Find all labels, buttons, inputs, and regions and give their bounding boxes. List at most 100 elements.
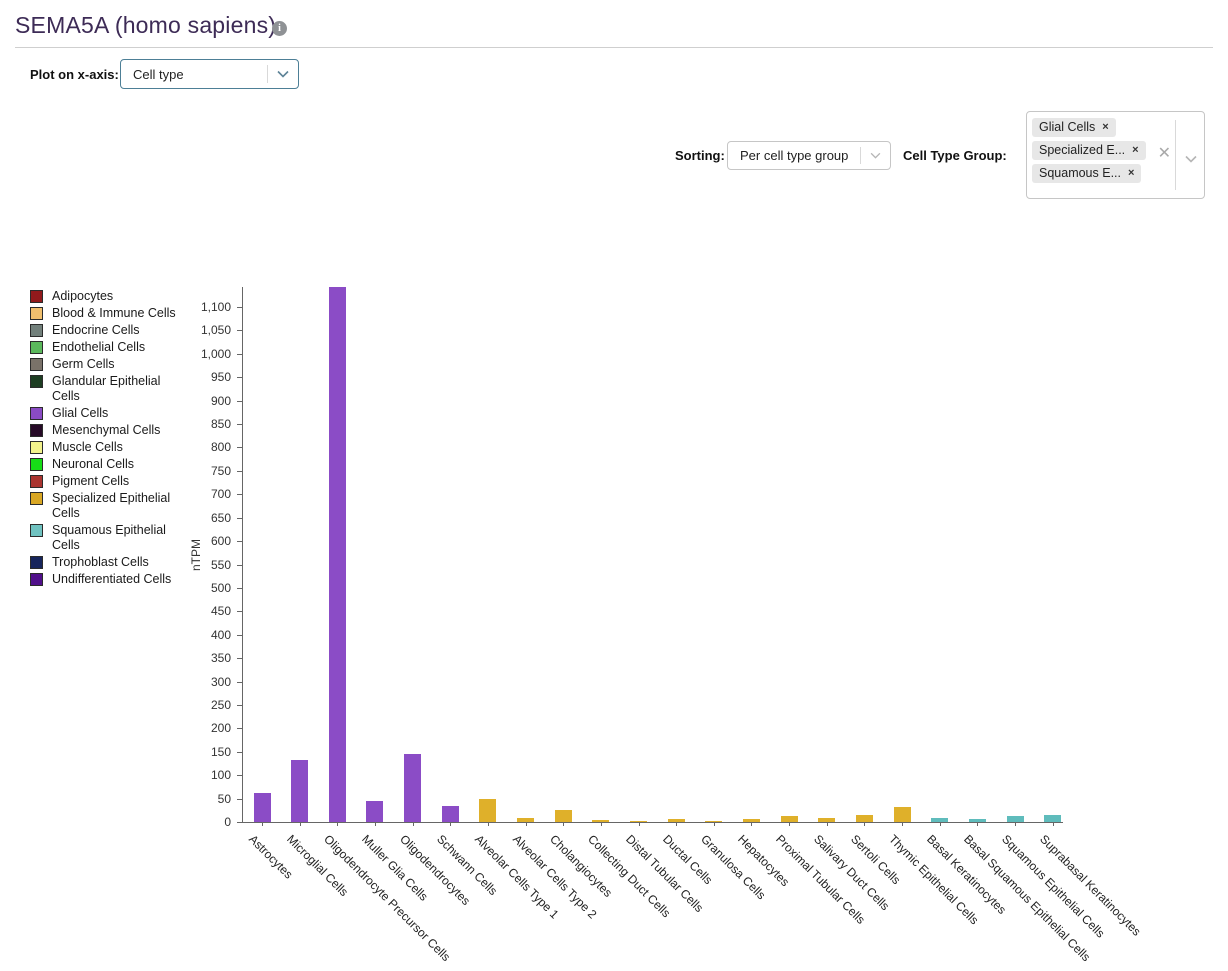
y-tick-mark bbox=[237, 751, 242, 753]
legend-swatch bbox=[30, 573, 43, 586]
legend-label: Endothelial Cells bbox=[52, 340, 146, 354]
clear-all-icon[interactable]: ✕ bbox=[1157, 145, 1171, 162]
legend-item: Specialized Epithelial Cells bbox=[30, 491, 200, 521]
bar-microglial-cells[interactable] bbox=[291, 760, 309, 822]
y-tick-mark bbox=[237, 517, 242, 519]
legend-swatch bbox=[30, 307, 43, 320]
y-tick-mark bbox=[237, 470, 242, 472]
y-axis-line bbox=[242, 287, 243, 822]
legend-item: Trophoblast Cells bbox=[30, 555, 200, 570]
legend-swatch bbox=[30, 458, 43, 471]
x-tick-mark bbox=[1015, 822, 1016, 826]
bar-oligodendrocytes[interactable] bbox=[404, 754, 422, 822]
x-tick-mark bbox=[487, 822, 489, 826]
x-axis-label: Plot on x-axis: bbox=[30, 67, 119, 82]
info-icon[interactable]: i bbox=[272, 21, 287, 36]
bar-oligodendrocyte-precursor-cells[interactable] bbox=[328, 287, 346, 822]
bar-collecting-duct-cells[interactable] bbox=[592, 820, 610, 822]
y-tick-label: 1,100 bbox=[200, 300, 231, 314]
legend-swatch bbox=[30, 475, 43, 488]
remove-tag-icon[interactable]: × bbox=[1128, 167, 1135, 179]
y-tick-label: 50 bbox=[217, 791, 231, 806]
cell-type-group-multiselect[interactable]: Glial Cells × Specialized E... × Squamous E.… bbox=[1026, 111, 1205, 199]
sorting-select[interactable]: Per cell type group bbox=[727, 141, 891, 170]
bar-hepatocytes[interactable] bbox=[742, 819, 760, 822]
legend-item: Muscle Cells bbox=[30, 440, 200, 455]
legend-label: Squamous Epithelial Cells bbox=[52, 523, 166, 552]
selected-tag: Squamous E... × bbox=[1032, 164, 1142, 183]
bar-muller-glia-cells[interactable] bbox=[366, 801, 384, 822]
bar-basal-keratinocytes[interactable] bbox=[931, 818, 949, 822]
sorting-select-value: Per cell type group bbox=[740, 148, 849, 163]
y-tick-label: 900 bbox=[210, 393, 231, 408]
bar-sertoli-cells[interactable] bbox=[855, 815, 873, 822]
bar-alveolar-cells-type-2[interactable] bbox=[517, 818, 535, 822]
remove-tag-icon[interactable]: × bbox=[1102, 121, 1109, 133]
bar-basal-squamous-epithelial-cells[interactable] bbox=[968, 819, 986, 822]
x-tick-mark bbox=[939, 822, 941, 826]
bar-squamous-epithelial-cells[interactable] bbox=[1006, 816, 1024, 822]
legend-swatch bbox=[30, 556, 43, 569]
header-divider bbox=[15, 47, 1213, 48]
y-tick-mark bbox=[237, 564, 242, 566]
bar-salivary-duct-cells[interactable] bbox=[818, 818, 836, 822]
remove-tag-icon[interactable]: × bbox=[1132, 144, 1139, 156]
selected-tags: Glial Cells × Specialized E... × Squamous E.… bbox=[1032, 118, 1146, 187]
y-tick-mark bbox=[237, 681, 242, 683]
bar-suprabasal-keratinocytes[interactable] bbox=[1044, 815, 1062, 822]
bar-proximal-tubular-cells[interactable] bbox=[780, 816, 798, 822]
legend-label: Germ Cells bbox=[52, 357, 115, 371]
legend-swatch bbox=[30, 324, 43, 337]
y-tick-label: 700 bbox=[210, 487, 231, 502]
x-tick-mark bbox=[864, 822, 866, 826]
bar-cholangiocytes[interactable] bbox=[554, 810, 572, 822]
legend-item: Adipocytes bbox=[30, 289, 200, 304]
y-tick-label: 650 bbox=[210, 510, 231, 525]
bar-ductal-cells[interactable] bbox=[667, 819, 685, 822]
x-axis-select[interactable]: Cell type bbox=[120, 59, 299, 89]
x-axis-select-value: Cell type bbox=[133, 66, 184, 82]
chart-legend: Adipocytes Blood & Immune Cells Endocrine … bbox=[30, 289, 200, 589]
legend-item: Endocrine Cells bbox=[30, 323, 200, 338]
bar-distal-tubular-cells[interactable] bbox=[630, 821, 647, 822]
sorting-label: Sorting: bbox=[675, 148, 725, 163]
bar-thymic-epithelial-cells[interactable] bbox=[893, 807, 911, 822]
legend-swatch bbox=[30, 290, 43, 303]
y-tick-label: 0 bbox=[224, 815, 231, 829]
y-tick-mark bbox=[237, 634, 242, 636]
legend-item: Squamous Epithelial Cells bbox=[30, 523, 200, 553]
y-tick-mark bbox=[237, 330, 242, 332]
y-tick-mark bbox=[237, 353, 242, 355]
page-title: SEMA5A (homo sapiens) bbox=[15, 12, 277, 38]
y-tick-label: 1,000 bbox=[200, 346, 231, 361]
legend-swatch bbox=[30, 358, 43, 371]
bar-granulosa-cells[interactable] bbox=[705, 821, 723, 822]
bar-astrocytes[interactable] bbox=[253, 793, 271, 822]
select-divider bbox=[267, 65, 268, 83]
legend-label: Endocrine Cells bbox=[52, 323, 140, 337]
y-tick-label: 800 bbox=[210, 440, 231, 455]
y-tick-label: 750 bbox=[210, 463, 231, 478]
bar-schwann-cells[interactable] bbox=[441, 806, 459, 822]
bar-alveolar-cells-type-1[interactable] bbox=[479, 799, 497, 822]
y-tick-label: 450 bbox=[210, 604, 231, 619]
legend-swatch bbox=[30, 375, 43, 388]
y-tick-label: 400 bbox=[210, 627, 231, 642]
tag-label: Squamous E... bbox=[1039, 166, 1121, 180]
y-tick-mark bbox=[237, 541, 242, 543]
x-tick-mark bbox=[789, 822, 791, 826]
legend-label: Muscle Cells bbox=[52, 440, 123, 454]
x-tick-mark bbox=[563, 822, 565, 826]
legend-item: Endothelial Cells bbox=[30, 340, 200, 355]
y-tick-label: 100 bbox=[210, 768, 231, 783]
chevron-down-icon[interactable] bbox=[1185, 150, 1197, 168]
legend-label: Glandular Epithelial Cells bbox=[52, 374, 161, 403]
y-tick-label: 1,050 bbox=[200, 323, 231, 338]
x-tick-mark bbox=[374, 822, 376, 826]
x-tick-label: Granulosa Cells bbox=[697, 832, 769, 903]
y-tick-label: 550 bbox=[210, 557, 231, 572]
x-tick-mark bbox=[826, 822, 828, 826]
y-tick-label: 200 bbox=[210, 721, 231, 736]
y-tick-mark bbox=[237, 494, 242, 496]
